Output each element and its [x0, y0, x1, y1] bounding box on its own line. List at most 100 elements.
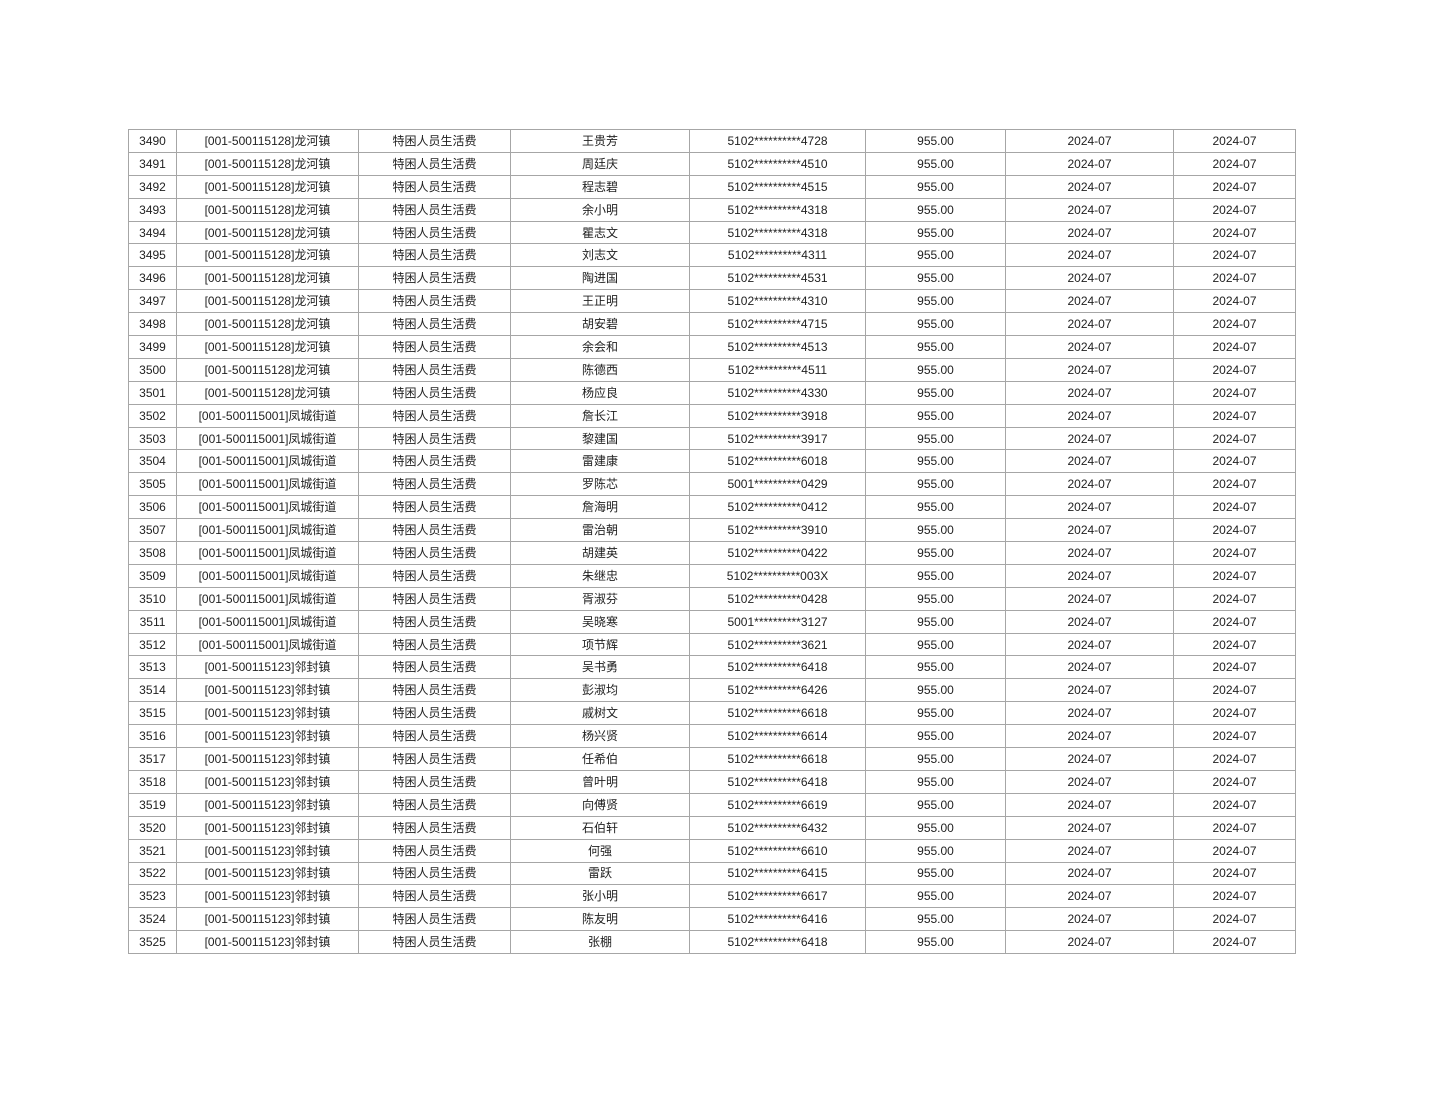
funding-unit-cell: [001-500115128]龙河镇 — [176, 197, 359, 222]
subsidy-item-cell: 特困人员生活费 — [358, 563, 511, 588]
person-name-cell: 吴书勇 — [510, 655, 690, 680]
masked-id-number-cell: 5102**********4318 — [689, 197, 866, 222]
funding-unit-cell: [001-500115123]邻封镇 — [176, 815, 359, 840]
subsidy-item-cell: 特困人员生活费 — [358, 243, 511, 268]
row-number-cell: 3519 — [128, 792, 177, 817]
masked-id-number-cell: 5102**********4728 — [689, 129, 866, 153]
grant-month-cell: 2024-07 — [1005, 518, 1174, 543]
subsidy-item-cell: 特困人员生活费 — [358, 472, 511, 497]
person-name-cell: 张棚 — [510, 930, 690, 955]
issue-month-cell: 2024-07 — [1173, 678, 1296, 703]
issue-month-cell: 2024-07 — [1173, 266, 1296, 291]
grant-month-cell: 2024-07 — [1005, 769, 1174, 794]
issue-month-cell: 2024-07 — [1173, 243, 1296, 268]
grant-month-cell: 2024-07 — [1005, 861, 1174, 886]
row-number-cell: 3509 — [128, 563, 177, 588]
row-number-cell: 3499 — [128, 335, 177, 359]
issue-month-cell: 2024-07 — [1173, 563, 1296, 588]
person-name-cell: 罗陈芯 — [510, 472, 690, 497]
subsidy-table-container: 3490 [001-500115128]龙河镇 特困人员生活费 王贵芳 5102****… — [128, 129, 1296, 955]
masked-id-number-cell: 5102**********6416 — [689, 907, 866, 932]
table-row: 3497 [001-500115128]龙河镇 特困人员生活费 王正明 5102****… — [128, 289, 1296, 314]
grant-month-cell: 2024-07 — [1005, 792, 1174, 817]
masked-id-number-cell: 5102**********4715 — [689, 312, 866, 337]
table-row: 3495 [001-500115128]龙河镇 特困人员生活费 刘志文 5102****… — [128, 243, 1296, 268]
amount-cell: 955.00 — [865, 907, 1006, 932]
amount-cell: 955.00 — [865, 838, 1006, 863]
masked-id-number-cell: 5102**********4513 — [689, 335, 866, 359]
issue-month-cell: 2024-07 — [1173, 472, 1296, 497]
subsidy-item-cell: 特困人员生活费 — [358, 815, 511, 840]
row-number-cell: 3513 — [128, 655, 177, 680]
issue-month-cell: 2024-07 — [1173, 747, 1296, 771]
grant-month-cell: 2024-07 — [1005, 266, 1174, 291]
person-name-cell: 詹海明 — [510, 495, 690, 520]
table-row: 3502 [001-500115001]凤城街道 特困人员生活费 詹长江 5102***… — [128, 403, 1296, 428]
issue-month-cell: 2024-07 — [1173, 907, 1296, 932]
grant-month-cell: 2024-07 — [1005, 838, 1174, 863]
amount-cell: 955.00 — [865, 243, 1006, 268]
person-name-cell: 杨应良 — [510, 380, 690, 405]
amount-cell: 955.00 — [865, 609, 1006, 634]
row-number-cell: 3505 — [128, 472, 177, 497]
amount-cell: 955.00 — [865, 357, 1006, 382]
row-number-cell: 3508 — [128, 541, 177, 565]
masked-id-number-cell: 5102**********3917 — [689, 426, 866, 451]
issue-month-cell: 2024-07 — [1173, 861, 1296, 886]
funding-unit-cell: [001-500115001]凤城街道 — [176, 449, 359, 474]
amount-cell: 955.00 — [865, 312, 1006, 337]
table-row: 3513 [001-500115123]邻封镇 特困人员生活费 吴书勇 5102****… — [128, 655, 1296, 680]
person-name-cell: 曾叶明 — [510, 769, 690, 794]
amount-cell: 955.00 — [865, 289, 1006, 314]
grant-month-cell: 2024-07 — [1005, 541, 1174, 565]
subsidy-item-cell: 特困人员生活费 — [358, 655, 511, 680]
person-name-cell: 王贵芳 — [510, 129, 690, 153]
subsidy-item-cell: 特困人员生活费 — [358, 586, 511, 611]
row-number-cell: 3504 — [128, 449, 177, 474]
subsidy-item-cell: 特困人员生活费 — [358, 357, 511, 382]
masked-id-number-cell: 5001**********3127 — [689, 609, 866, 634]
issue-month-cell: 2024-07 — [1173, 792, 1296, 817]
subsidy-item-cell: 特困人员生活费 — [358, 609, 511, 634]
table-row: 3516 [001-500115123]邻封镇 特困人员生活费 杨兴贤 5102****… — [128, 724, 1296, 749]
funding-unit-cell: [001-500115128]龙河镇 — [176, 174, 359, 199]
funding-unit-cell: [001-500115001]凤城街道 — [176, 586, 359, 611]
subsidy-item-cell: 特困人员生活费 — [358, 312, 511, 337]
person-name-cell: 张小明 — [510, 884, 690, 909]
funding-unit-cell: [001-500115001]凤城街道 — [176, 609, 359, 634]
issue-month-cell: 2024-07 — [1173, 609, 1296, 634]
subsidy-item-cell: 特困人员生活费 — [358, 197, 511, 222]
row-number-cell: 3524 — [128, 907, 177, 932]
amount-cell: 955.00 — [865, 335, 1006, 359]
subsidy-item-cell: 特困人员生活费 — [358, 541, 511, 565]
row-number-cell: 3492 — [128, 174, 177, 199]
person-name-cell: 雷建康 — [510, 449, 690, 474]
row-number-cell: 3497 — [128, 289, 177, 314]
issue-month-cell: 2024-07 — [1173, 403, 1296, 428]
subsidy-item-cell: 特困人员生活费 — [358, 174, 511, 199]
grant-month-cell: 2024-07 — [1005, 609, 1174, 634]
funding-unit-cell: [001-500115128]龙河镇 — [176, 129, 359, 153]
row-number-cell: 3517 — [128, 747, 177, 771]
issue-month-cell: 2024-07 — [1173, 426, 1296, 451]
person-name-cell: 瞿志文 — [510, 220, 690, 245]
table-row: 3523 [001-500115123]邻封镇 特困人员生活费 张小明 5102****… — [128, 884, 1296, 909]
issue-month-cell: 2024-07 — [1173, 815, 1296, 840]
row-number-cell: 3498 — [128, 312, 177, 337]
funding-unit-cell: [001-500115128]龙河镇 — [176, 266, 359, 291]
row-number-cell: 3491 — [128, 151, 177, 176]
table-row: 3515 [001-500115123]邻封镇 特困人员生活费 戚树文 5102****… — [128, 701, 1296, 726]
amount-cell: 955.00 — [865, 449, 1006, 474]
issue-month-cell: 2024-07 — [1173, 335, 1296, 359]
grant-month-cell: 2024-07 — [1005, 563, 1174, 588]
person-name-cell: 胡建英 — [510, 541, 690, 565]
table-row: 3512 [001-500115001]凤城街道 特困人员生活费 项节辉 5102***… — [128, 632, 1296, 657]
person-name-cell: 陈德西 — [510, 357, 690, 382]
funding-unit-cell: [001-500115001]凤城街道 — [176, 518, 359, 543]
person-name-cell: 余小明 — [510, 197, 690, 222]
subsidy-item-cell: 特困人员生活费 — [358, 449, 511, 474]
grant-month-cell: 2024-07 — [1005, 335, 1174, 359]
amount-cell: 955.00 — [865, 197, 1006, 222]
table-row: 3493 [001-500115128]龙河镇 特困人员生活费 余小明 5102****… — [128, 197, 1296, 222]
